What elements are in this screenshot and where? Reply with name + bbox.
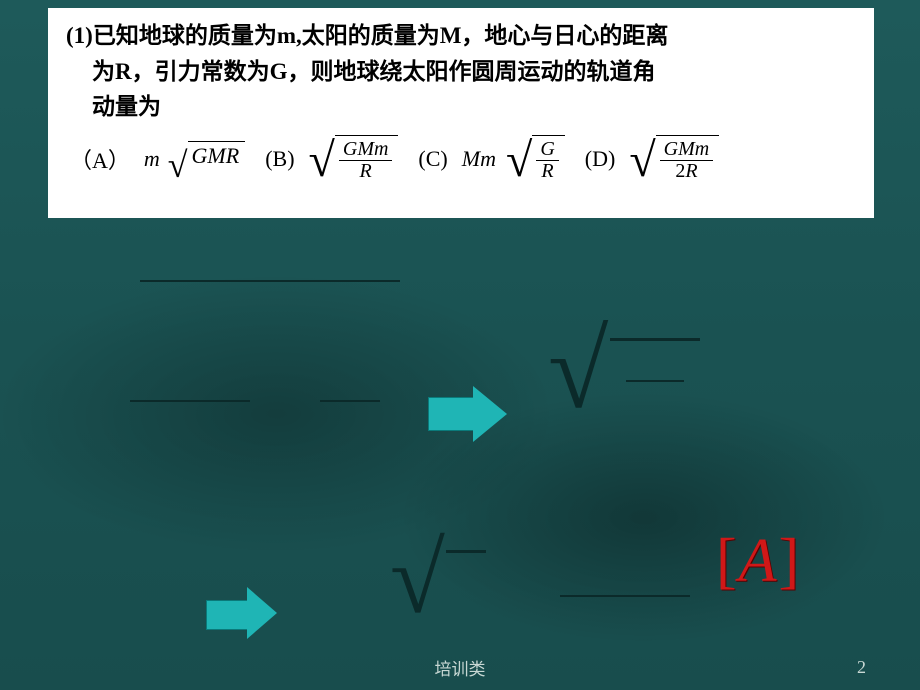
sqrt-icon: √ [548,309,608,431]
arrow-body [206,600,248,630]
option-b-frac: GMm R [339,139,393,182]
sqrt-fragment: √ [390,544,445,617]
option-c-den: R [537,161,557,182]
option-d-sqrt: √ GMm 2R [629,135,719,183]
option-d-num: GMm [660,139,714,161]
answer-mark: [A] [716,526,801,597]
option-a-sqrt: √ GMR [168,141,245,177]
options-row: （A） m √ GMR (B) √ GMm R (C) Mm √ G [66,135,856,183]
option-d-label: (D) [585,146,616,172]
option-a-prefix: m [144,146,160,172]
page-number: 2 [857,657,866,678]
question-line-2: 为R，引力常数为G，则地球绕太阳作圆周运动的轨道角 [66,59,656,84]
fragment-line [320,400,380,402]
option-a-radicand: GMR [188,141,246,168]
question-box: (1)已知地球的质量为m,太阳的质量为M，地心与日心的距离 为R，引力常数为G，… [48,8,874,218]
option-b-num: GMm [339,139,393,161]
option-d-frac: GMm 2R [660,139,714,182]
sqrt-icon: √ [629,137,655,185]
option-a-label: （A） [70,143,130,175]
fragment-line [130,400,250,402]
question-line-3: 动量为 [66,94,161,119]
sqrt-fragment: √ [548,332,608,412]
sqrt-icon: √ [168,147,188,183]
option-c-body: G R [532,135,564,182]
option-c-prefix: Mm [462,146,496,172]
fragment-bar [626,380,684,382]
fragment-bar [446,550,486,553]
answer-letter: A [739,527,779,595]
option-c-frac: G R [536,139,558,182]
option-c-sqrt: √ G R [506,135,565,183]
fragment-line [140,280,400,282]
sqrt-icon: √ [309,137,335,185]
arrow-head [473,386,507,442]
fragment-bar [610,338,700,341]
option-d-body: GMm 2R [656,135,720,182]
option-b-den: R [356,161,376,182]
bracket-right: ] [779,527,802,595]
option-b-body: GMm R [335,135,399,182]
fragment-line [560,595,690,597]
option-d-den: 2R [671,161,701,182]
arrow-body [428,397,474,431]
option-b-label: (B) [265,146,294,172]
option-b-sqrt: √ GMm R [309,135,399,183]
question-line-1: (1)已知地球的质量为m,太阳的质量为M，地心与日心的距离 [66,23,668,48]
footer-category: 培训类 [435,655,486,680]
option-c-label: (C) [418,146,447,172]
question-text: (1)已知地球的质量为m,太阳的质量为M，地心与日心的距离 为R，引力常数为G，… [66,18,856,125]
sqrt-icon: √ [506,137,532,185]
bracket-left: [ [716,527,739,595]
option-c-num: G [536,139,558,161]
sqrt-icon: √ [390,523,445,634]
arrow-head [247,587,277,639]
